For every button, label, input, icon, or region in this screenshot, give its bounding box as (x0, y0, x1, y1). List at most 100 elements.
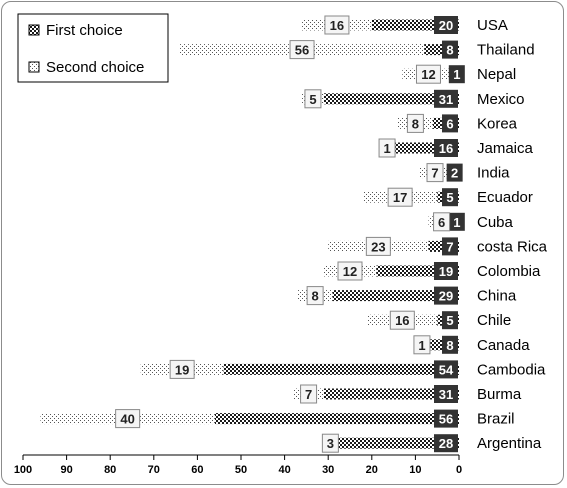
data-label-second-mexico: 5 (309, 92, 316, 107)
data-label-first-argentina: 28 (439, 436, 453, 451)
data-label-first-china: 29 (439, 289, 453, 304)
bar-first-choice-burma (323, 388, 459, 400)
bar-first-choice-jamaica (389, 142, 459, 154)
category-label-china: China (477, 288, 517, 305)
category-label-korea: Korea (477, 115, 518, 132)
legend-swatch-first-choice (28, 24, 40, 36)
data-label-box-first-cambodia (434, 360, 458, 379)
x-tick-label: 70 (148, 464, 160, 476)
category-label-jamaica: Jamaica (477, 140, 534, 157)
data-label-box-second-usa (324, 15, 350, 35)
data-label-first-korea: 6 (446, 116, 453, 131)
data-label-box-second-canada (413, 335, 431, 355)
data-label-box-first-cuba (448, 212, 465, 231)
data-label-box-second-ecuador (387, 187, 413, 207)
data-label-box-second-india (426, 163, 444, 183)
data-label-first-colombia: 19 (439, 264, 453, 279)
data-label-second-chile: 16 (395, 313, 409, 328)
data-label-box-second-brazil (115, 409, 141, 429)
data-label-box-first-nepal (448, 65, 465, 84)
data-label-first-cambodia: 54 (439, 362, 454, 377)
data-label-second-india: 7 (431, 166, 438, 181)
data-label-box-first-jamaica (434, 139, 458, 157)
x-tick-label: 100 (14, 464, 32, 476)
data-label-box-first-brazil (434, 409, 458, 428)
data-label-first-cuba: 1 (453, 215, 460, 230)
data-label-second-colombia: 12 (343, 264, 357, 279)
data-label-box-second-burma (300, 384, 318, 404)
bar-first-choice-brazil (214, 413, 459, 425)
bar-first-choice-usa (371, 19, 459, 31)
category-label-cambodia: Cambodia (477, 361, 546, 378)
data-label-box-first-india (446, 163, 463, 182)
x-tick-label: 10 (409, 464, 421, 476)
data-label-box-first-argentina (434, 434, 458, 453)
category-labels: USA Thailand Nepal Mexico Korea Jamaica India E… (477, 17, 548, 452)
data-label-box-first-china (434, 286, 458, 305)
data-label-box-second-cuba (433, 212, 451, 232)
category-label-cuba: Cuba (477, 214, 514, 231)
data-label-first-nepal: 1 (453, 67, 460, 82)
data-label-box-first-colombia (434, 262, 458, 280)
data-label-second-usa: 16 (330, 18, 344, 33)
bar-first-choice-china (332, 290, 459, 302)
data-label-second-brazil: 40 (120, 412, 134, 427)
data-label-first-usa: 20 (439, 18, 453, 33)
data-label-box-first-canada (442, 335, 458, 354)
data-label-first-canada: 8 (446, 338, 453, 353)
data-label-box-second-argentina (321, 433, 339, 453)
data-label-second-cambodia: 19 (175, 362, 189, 377)
data-label-box-second-mexico (304, 89, 322, 109)
data-label-box-second-cambodia (169, 359, 195, 379)
bar-first-choice-mexico (323, 93, 459, 105)
data-label-first-mexico: 31 (439, 92, 453, 107)
data-label-second-korea: 8 (412, 116, 419, 131)
data-label-first-jamaica: 16 (439, 141, 453, 156)
data-label-first-ecuador: 5 (446, 190, 453, 205)
category-label-canada: Canada (477, 337, 530, 354)
bars-layer (40, 19, 459, 449)
data-label-box-second-costa-rica (365, 236, 391, 256)
category-label-burma: Burma (477, 386, 522, 403)
x-tick-label: 50 (235, 464, 247, 476)
data-label-box-second-jamaica (378, 138, 396, 158)
legend: First choice Second choice (17, 13, 169, 83)
category-label-thailand: Thailand (477, 42, 535, 59)
x-tick-label: 40 (278, 464, 290, 476)
data-label-first-brazil: 56 (439, 412, 453, 427)
data-label-box-first-usa (434, 16, 458, 34)
category-label-argentina: Argentina (477, 435, 542, 452)
data-label-box-first-chile (442, 311, 458, 330)
x-tick-label: 80 (104, 464, 116, 476)
data-label-box-second-china (306, 286, 324, 306)
x-tick-label: 30 (322, 464, 334, 476)
data-label-second-jamaica: 1 (383, 141, 390, 156)
category-label-colombia: Colombia (477, 263, 541, 280)
x-tick-label: 60 (191, 464, 203, 476)
data-label-box-first-korea (442, 114, 458, 133)
category-label-costa-rica: costa Rica (477, 238, 548, 255)
data-label-box-second-nepal (415, 64, 441, 84)
legend-label-second-choice: Second choice (46, 59, 144, 76)
data-label-box-first-burma (434, 385, 458, 403)
data-label-box-second-chile (389, 310, 415, 330)
data-label-second-ecuador: 17 (393, 190, 407, 205)
legend-swatch-second-choice (28, 61, 40, 73)
category-label-ecuador: Ecuador (477, 189, 533, 206)
legend-label-first-choice: First choice (46, 22, 123, 39)
x-axis: 100 90 80 70 60 50 40 30 20 10 0 (14, 454, 462, 476)
data-label-box-second-colombia (337, 261, 363, 281)
data-label-first-india: 2 (451, 166, 458, 181)
x-tick-label: 90 (60, 464, 72, 476)
bar-first-choice-colombia (376, 265, 459, 277)
x-tick-label: 0 (456, 464, 462, 476)
data-label-second-argentina: 3 (327, 436, 334, 451)
category-label-nepal: Nepal (477, 66, 516, 83)
data-label-second-nepal: 12 (421, 67, 435, 82)
bar-first-choice-canada (424, 339, 459, 351)
bar-first-choice-cambodia (223, 363, 459, 375)
data-labels-layer: 2016856112315681612751716723191229851681… (115, 15, 465, 453)
data-label-box-second-korea (406, 113, 424, 133)
data-label-first-burma: 31 (439, 387, 453, 402)
